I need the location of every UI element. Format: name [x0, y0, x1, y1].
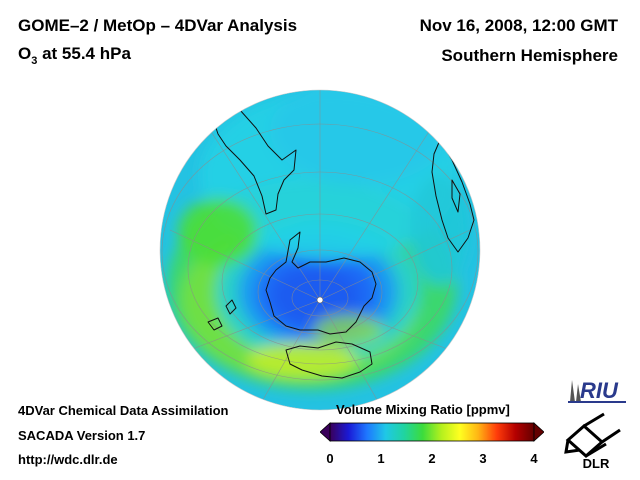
- colorbar-tick-1: 1: [377, 451, 385, 466]
- map-title: GOME–2 / MetOp – 4DVar Analysis: [18, 16, 298, 35]
- colorbar-arrow-right: [533, 422, 544, 442]
- colorbar-tick-0: 0: [326, 451, 334, 466]
- subtitle-subscript: 3: [31, 55, 38, 67]
- colorbar-title: Volume Mixing Ratio [ppmv]: [336, 402, 510, 417]
- colorbar-gradient: [329, 422, 535, 442]
- dlr-logo: DLR: [564, 412, 621, 471]
- coastlines: [207, 103, 475, 379]
- map-region: Southern Hemisphere: [441, 46, 618, 65]
- globe-disc: [160, 90, 480, 410]
- colorbar: [320, 422, 544, 442]
- colorbar-arrow-left: [320, 422, 331, 442]
- colorbar-tick-4: 4: [530, 451, 538, 466]
- south-pole-marker: [316, 296, 324, 304]
- map-subtitle: O3 at 55.4 hPa: [18, 44, 131, 67]
- footer-line-2: SACADA Version 1.7: [18, 428, 146, 443]
- riu-logo-text: RIU: [580, 378, 619, 403]
- footer-url: http://wdc.dlr.de: [18, 452, 118, 467]
- graticule: [161, 90, 479, 406]
- footer-line-1: 4DVar Chemical Data Assimilation: [18, 403, 229, 418]
- colorbar-tick-2: 2: [428, 451, 436, 466]
- colorbar-tick-3: 3: [479, 451, 487, 466]
- subtitle-level: at 55.4 hPa: [37, 44, 131, 63]
- map-date: Nov 16, 2008, 12:00 GMT: [419, 16, 618, 35]
- riu-logo: RIU: [568, 378, 626, 403]
- dlr-logo-text: DLR: [583, 456, 610, 471]
- subtitle-species: O: [18, 44, 32, 63]
